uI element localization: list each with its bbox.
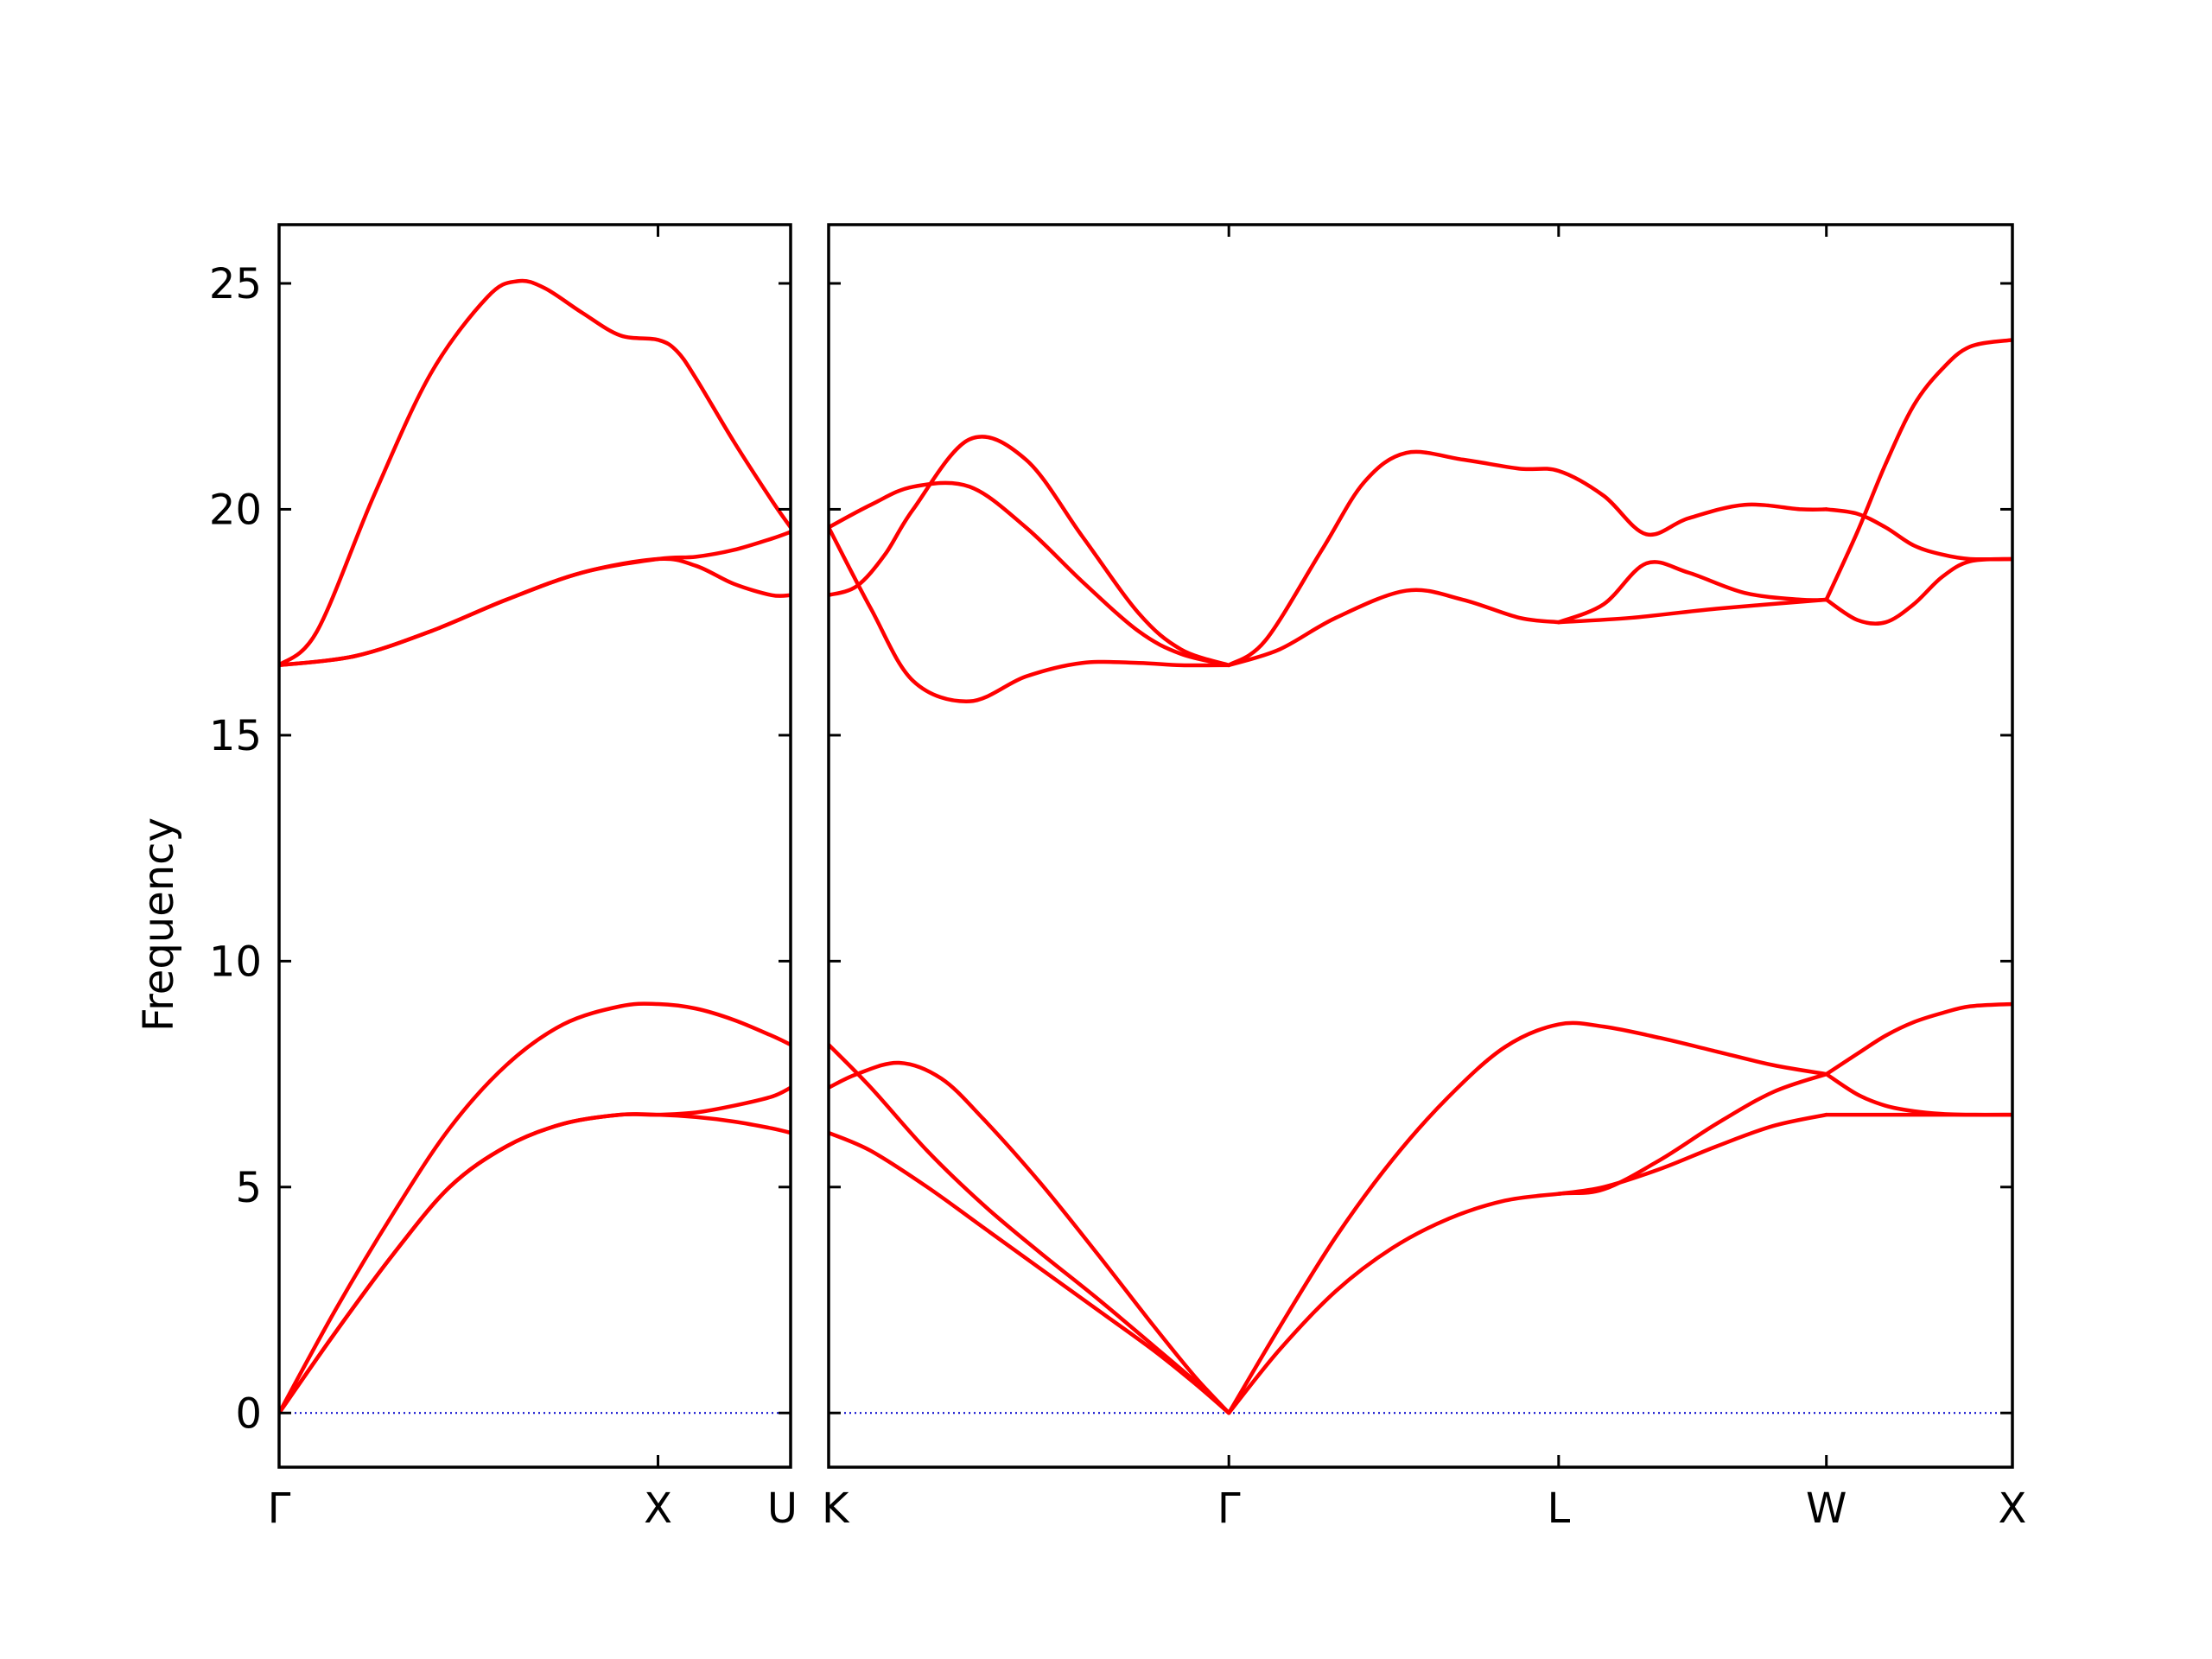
band-line-16 (1556, 1112, 1828, 1196)
band-line-1 (279, 278, 791, 668)
band-line-2 (829, 480, 1231, 668)
panel-right-bands (829, 338, 2012, 1415)
band-line-3 (279, 556, 791, 668)
y-axis-title: Frequency (135, 817, 183, 1032)
y-tick-label: 10 (209, 938, 262, 986)
panel-left: Γ X U 0 5 10 15 20 25 (209, 223, 798, 1533)
band-line-14 (1226, 1020, 1828, 1415)
panel-right-frame (827, 223, 2014, 1469)
band-line-6 (279, 1112, 791, 1415)
y-tick-label: 20 (209, 486, 262, 534)
band-line-18 (1824, 1001, 2012, 1077)
x-tick-label-Γ: Γ (268, 1484, 291, 1533)
band-line-6 (1556, 560, 1828, 625)
band-line-5 (1226, 588, 1561, 668)
x-tick-label-U: U (767, 1484, 798, 1533)
y-tick-label: 15 (209, 712, 262, 760)
band-line-13 (829, 1130, 1231, 1415)
band-line-4 (1226, 449, 1828, 668)
x-tick-label-X: X (1999, 1484, 2027, 1533)
band-line-12 (829, 1060, 1231, 1415)
x-tick-label-X: X (644, 1484, 672, 1533)
y-tick-label: 25 (209, 260, 262, 308)
band-line-15 (1226, 1071, 1828, 1415)
x-tick-label-Γ: Γ (1217, 1484, 1241, 1533)
x-tick-label-W: W (1806, 1484, 1847, 1533)
band-line-1 (829, 525, 1231, 703)
band-line-3 (829, 435, 1231, 668)
band-line-7 (1556, 597, 1828, 625)
band-line-10 (1824, 556, 2012, 626)
x-tick-label-L: L (1547, 1484, 1570, 1533)
band-line-11 (829, 1042, 1231, 1415)
panels-layer: Γ X U 0 5 10 15 20 25 K Γ L W X (209, 223, 2027, 1533)
panel-left-bands (279, 278, 791, 1415)
y-tick-label: 5 (235, 1164, 262, 1212)
band-line-19 (1824, 1071, 2012, 1117)
panel-left-frame (277, 223, 792, 1469)
band-line-8 (1824, 338, 2012, 602)
band-line-4 (279, 1001, 791, 1415)
y-tick-label: 0 (235, 1389, 262, 1438)
x-tick-label-K: K (822, 1484, 850, 1533)
band-line-9 (1824, 507, 2012, 562)
